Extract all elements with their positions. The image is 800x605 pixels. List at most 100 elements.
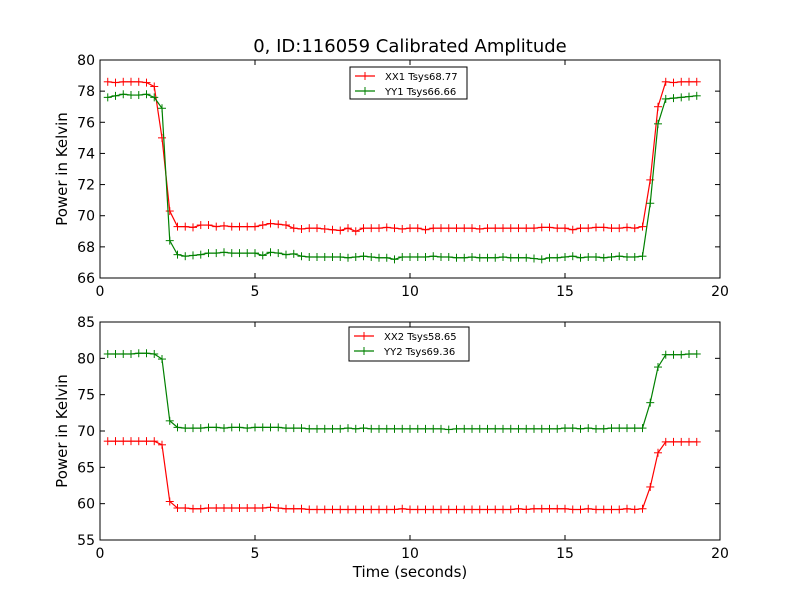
data-point [568, 505, 577, 514]
data-point [413, 505, 422, 514]
data-point [351, 227, 360, 236]
series-markers-1 [103, 437, 701, 514]
data-point [258, 504, 267, 513]
y-tick-label: 80 [77, 351, 95, 367]
data-point [475, 253, 484, 262]
data-point [181, 252, 190, 261]
legend: XX1 Tsys68.77 YY1 Tsys66.66 [349, 66, 468, 100]
data-point [444, 505, 453, 514]
data-point [189, 504, 197, 513]
data-point [460, 224, 469, 233]
data-point [661, 94, 670, 103]
data-point [638, 222, 647, 231]
data-point [142, 437, 151, 446]
data-point [661, 350, 670, 359]
data-point [413, 252, 422, 261]
data-point [576, 424, 585, 433]
data-point [429, 224, 438, 233]
data-point [421, 225, 430, 234]
data-point [584, 504, 593, 513]
data-point [475, 424, 484, 433]
data-point [654, 363, 662, 372]
data-point [351, 252, 360, 261]
data-point [320, 505, 329, 514]
data-point [592, 252, 600, 261]
data-point [669, 437, 678, 446]
data-point [328, 505, 337, 514]
data-point [646, 199, 655, 208]
data-point [111, 437, 120, 446]
data-point [514, 504, 523, 513]
data-point [584, 224, 593, 233]
data-point [227, 504, 236, 513]
y-tick-label: 74 [77, 146, 95, 162]
chart-title: 0, ID:116059 Calibrated Amplitude [253, 36, 567, 57]
legend-label: XX2 Tsys58.65 [384, 332, 457, 343]
data-point [522, 505, 531, 514]
data-point [251, 222, 259, 231]
data-point [165, 497, 174, 506]
data-point [220, 248, 228, 257]
data-point [158, 104, 166, 113]
data-point [499, 424, 507, 433]
data-point [669, 350, 678, 359]
data-point [623, 223, 631, 232]
data-point [165, 207, 174, 216]
data-point [289, 504, 298, 513]
data-point [158, 440, 166, 449]
data-point [266, 423, 275, 432]
data-point [212, 222, 221, 231]
data-point [553, 224, 562, 233]
legend-label: XX1 Tsys68.77 [385, 72, 458, 83]
data-point [553, 504, 562, 513]
data-point [654, 102, 662, 111]
data-point [103, 77, 112, 86]
data-point [127, 349, 135, 358]
data-point [646, 398, 655, 407]
data-point [336, 505, 345, 514]
legend-entry-1: XX1 Tsys68.77 [355, 72, 458, 83]
data-point [297, 504, 306, 513]
data-point [452, 224, 461, 233]
data-point [452, 505, 461, 514]
data-point [475, 224, 484, 233]
data-point [530, 254, 538, 263]
data-point [506, 424, 515, 433]
legend: XX2 Tsys58.65 YY2 Tsys69.36 [348, 326, 470, 362]
data-point [599, 424, 608, 433]
data-point [282, 504, 290, 513]
data-point [561, 504, 569, 513]
data-point [499, 224, 507, 233]
data-point [390, 224, 399, 233]
data-point [677, 77, 686, 86]
data-point [491, 253, 500, 262]
data-point [599, 253, 608, 262]
data-point [522, 253, 531, 262]
data-point [491, 424, 500, 433]
x-tick-label: 0 [96, 284, 105, 300]
data-point [545, 504, 554, 513]
series-markers-2 [103, 349, 701, 434]
series-markers-1 [103, 77, 701, 236]
data-point [189, 251, 197, 260]
data-point [568, 424, 577, 433]
y-axis-label: Power in Kelvin [53, 112, 71, 226]
data-point [692, 437, 701, 446]
data-point [398, 224, 407, 233]
data-point [382, 223, 391, 232]
data-point [685, 92, 693, 101]
data-point [623, 504, 631, 513]
legend-marker [360, 347, 368, 355]
data-point [282, 424, 290, 433]
y-tick-label: 60 [77, 497, 95, 513]
data-point [181, 504, 190, 513]
data-point [274, 504, 283, 513]
data-point [483, 224, 492, 233]
data-point [421, 505, 430, 514]
data-point [406, 505, 414, 514]
data-point [398, 252, 407, 261]
data-point [111, 349, 120, 358]
data-point [506, 253, 515, 262]
data-point [615, 505, 624, 514]
data-point [328, 424, 337, 433]
